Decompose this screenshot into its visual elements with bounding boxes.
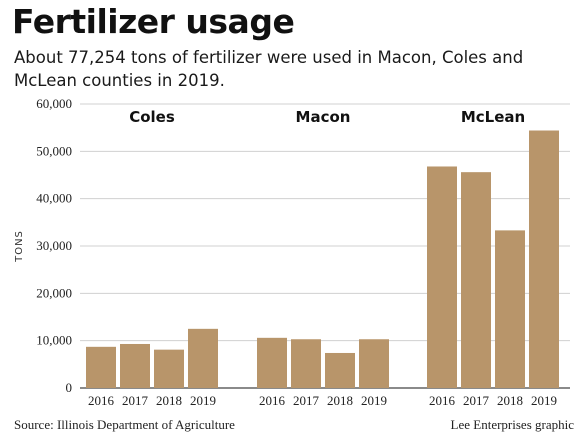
panel-label-mclean: McLean: [461, 108, 525, 126]
y-tick-label: 10,000: [36, 333, 72, 348]
y-tick-label: 30,000: [36, 238, 72, 253]
chart-title: Fertilizer usage: [12, 2, 295, 41]
bar-coles-2017: [120, 343, 150, 388]
y-tick-label: 0: [66, 380, 73, 395]
y-tick-label: 20,000: [36, 285, 72, 300]
y-tick-label: 40,000: [36, 191, 72, 206]
x-tick-label: 2017: [293, 393, 320, 408]
bar-macon-2016: [257, 337, 287, 388]
y-tick-label: 50,000: [36, 143, 72, 158]
bar-macon-2017: [291, 339, 321, 388]
bar-macon-2018: [325, 352, 355, 388]
x-tick-label: 2016: [88, 393, 115, 408]
graphic-credit: Lee Enterprises graphic: [450, 417, 574, 432]
panel-label-macon: Macon: [296, 108, 351, 126]
bar-mclean-2016: [427, 166, 457, 388]
x-tick-label: 2017: [122, 393, 149, 408]
bar-mclean-2018: [495, 230, 525, 388]
x-tick-label: 2019: [361, 393, 387, 408]
bar-mclean-2019: [529, 130, 559, 389]
x-tick-label: 2016: [259, 393, 286, 408]
bar-coles-2018: [154, 349, 184, 388]
chart-subtitle: About 77,254 tons of fertilizer were use…: [14, 48, 524, 90]
x-tick-label: 2017: [463, 393, 490, 408]
y-axis-label: TONS: [14, 230, 25, 263]
source-note: Source: Illinois Department of Agricultu…: [14, 417, 235, 432]
bar-chart: 0 10,000 20,000 30,000 40,000 50,000 60,000 TON…: [14, 96, 570, 408]
x-tick-label: 2018: [156, 393, 182, 408]
bar-coles-2019: [188, 328, 218, 388]
y-tick-label: 60,000: [36, 96, 72, 111]
bar-coles-2016: [86, 346, 116, 388]
bar-mclean-2017: [461, 172, 491, 388]
x-tick-label: 2018: [327, 393, 353, 408]
x-tick-label: 2019: [190, 393, 216, 408]
panel-label-coles: Coles: [129, 108, 175, 126]
x-tick-label: 2016: [429, 393, 456, 408]
bar-macon-2019: [359, 339, 389, 388]
x-tick-label: 2019: [531, 393, 557, 408]
x-tick-label: 2018: [497, 393, 523, 408]
